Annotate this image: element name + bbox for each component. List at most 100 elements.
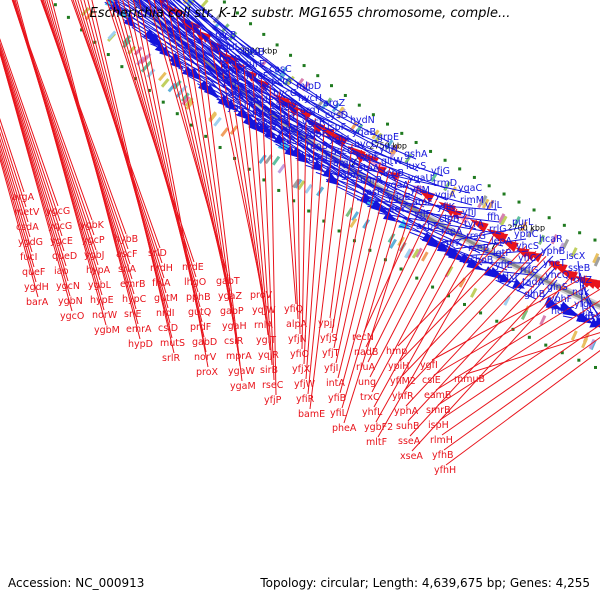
gene-label-sseB: sseB (568, 263, 590, 274)
leader-line (433, 280, 597, 376)
gene-label-pcm: pcm (271, 76, 292, 87)
leader-line (83, 0, 171, 324)
gene-label-ispH: ispH (428, 420, 449, 431)
feature-block (592, 253, 600, 264)
feature-block (581, 338, 588, 349)
gene-label-ygcU: ygcU (227, 102, 251, 113)
density-mark (415, 276, 419, 280)
density-mark (544, 343, 548, 347)
leader-line (46, 0, 137, 310)
feature-block (391, 144, 400, 155)
gene-label-gabP: gabP (220, 306, 244, 317)
leader-line (296, 105, 301, 335)
gene-label-rlmH: rlmH (430, 435, 453, 446)
gene-label-yfjG: yfjG (431, 166, 450, 177)
leader-line (369, 208, 458, 378)
leader-line (51, 0, 141, 340)
leader-line (104, 1, 394, 167)
feature-block (570, 247, 578, 258)
gene-label-hypC: hypC (122, 294, 147, 305)
leader-line (356, 199, 498, 211)
density-mark (502, 192, 506, 196)
gene-label-norW: norW (92, 310, 118, 321)
leader-line (176, 0, 311, 104)
gene-label-ygbN: ygbN (58, 296, 83, 307)
gene-label-casE: casE (281, 136, 303, 147)
leader-line (377, 230, 497, 438)
density-mark (106, 53, 110, 57)
density-mark (218, 145, 222, 149)
feature-block (355, 123, 364, 134)
density-mark (337, 229, 341, 233)
gene-label-srlD: srlD (148, 248, 167, 259)
leader-line (217, 43, 265, 306)
density-mark (431, 285, 435, 289)
leader-line (11, 0, 95, 236)
leader-line (269, 85, 277, 396)
gene-label-sirB: sirB (260, 365, 278, 376)
gene-label-yhfL: yhfL (362, 407, 383, 418)
gene-label-lepB: lepB (383, 168, 404, 179)
gene-label-lhgO: lhgO (184, 277, 206, 288)
gene-label-fhlA: fhlA (152, 278, 171, 289)
density-mark (302, 64, 306, 68)
feature-block (279, 66, 288, 77)
feature-block (185, 0, 195, 6)
gene-label-gabT: gabT (216, 276, 240, 287)
gene-label-iap: iap (54, 266, 69, 277)
leader-line (315, 171, 477, 230)
gene-label-yphA: yphA (394, 406, 419, 417)
forward-gene-arrow (178, 17, 196, 33)
leader-line (346, 192, 483, 266)
leader-line (13, 0, 103, 296)
gene-label-yqaA: yqaA (385, 180, 409, 191)
density-mark (517, 200, 521, 204)
leader-line (331, 150, 362, 334)
feature-block (374, 132, 383, 143)
leader-line (91, 0, 175, 354)
scale-label: 2700 kbp (507, 224, 545, 233)
forward-gene-arrow (389, 171, 401, 182)
gene-label-hypF: hypF (356, 151, 379, 162)
density-mark (189, 123, 193, 127)
gene-label-casB: casB (242, 47, 265, 58)
gene-label-serV: serV (248, 83, 270, 94)
gene-label-ygbF: ygbF (304, 129, 327, 140)
leader-line (192, 0, 282, 75)
gene-label-prdF: prdF (190, 322, 211, 333)
gene-label-yhcT: yhcT (543, 258, 566, 269)
gene-label-ygaC: ygaC (458, 183, 482, 194)
feature-block (107, 30, 117, 40)
gene-label-yfiQ: yfiQ (284, 304, 303, 315)
leader-line (0, 51, 69, 282)
feature-block (500, 215, 508, 226)
gene-label-surE: surE (244, 59, 265, 70)
gene-label-truC: truC (223, 78, 244, 89)
gene-label-smrB: smrB (426, 405, 451, 416)
gene-label-ygcO: ygcO (279, 124, 303, 135)
density-mark (562, 223, 566, 227)
leader-line (0, 153, 37, 283)
gene-label-purL: purL (512, 217, 534, 228)
gene-label-gutM: gutM (154, 293, 178, 304)
leader-line (150, 43, 417, 160)
leader-line (585, 308, 600, 321)
leader-line (182, 0, 284, 87)
leader-line (305, 124, 325, 380)
leader-line (437, 300, 600, 406)
density-mark (66, 15, 70, 19)
leader-line (0, 38, 59, 207)
gene-label-hydN: hydN (350, 115, 375, 126)
leader-line (401, 245, 527, 377)
gene-label-rpoS: rpoS (306, 141, 328, 152)
leader-line (187, 0, 309, 92)
gene-label-rrsG: rrsG (466, 231, 486, 242)
leader-line (0, 42, 61, 222)
density-mark (247, 167, 251, 171)
gene-label-proX: proX (196, 367, 219, 378)
gene-label-emrB: emrB (120, 279, 146, 290)
reverse-gene-arrow (562, 305, 581, 317)
leader-line (109, 0, 197, 278)
label-leaders (0, 0, 600, 466)
